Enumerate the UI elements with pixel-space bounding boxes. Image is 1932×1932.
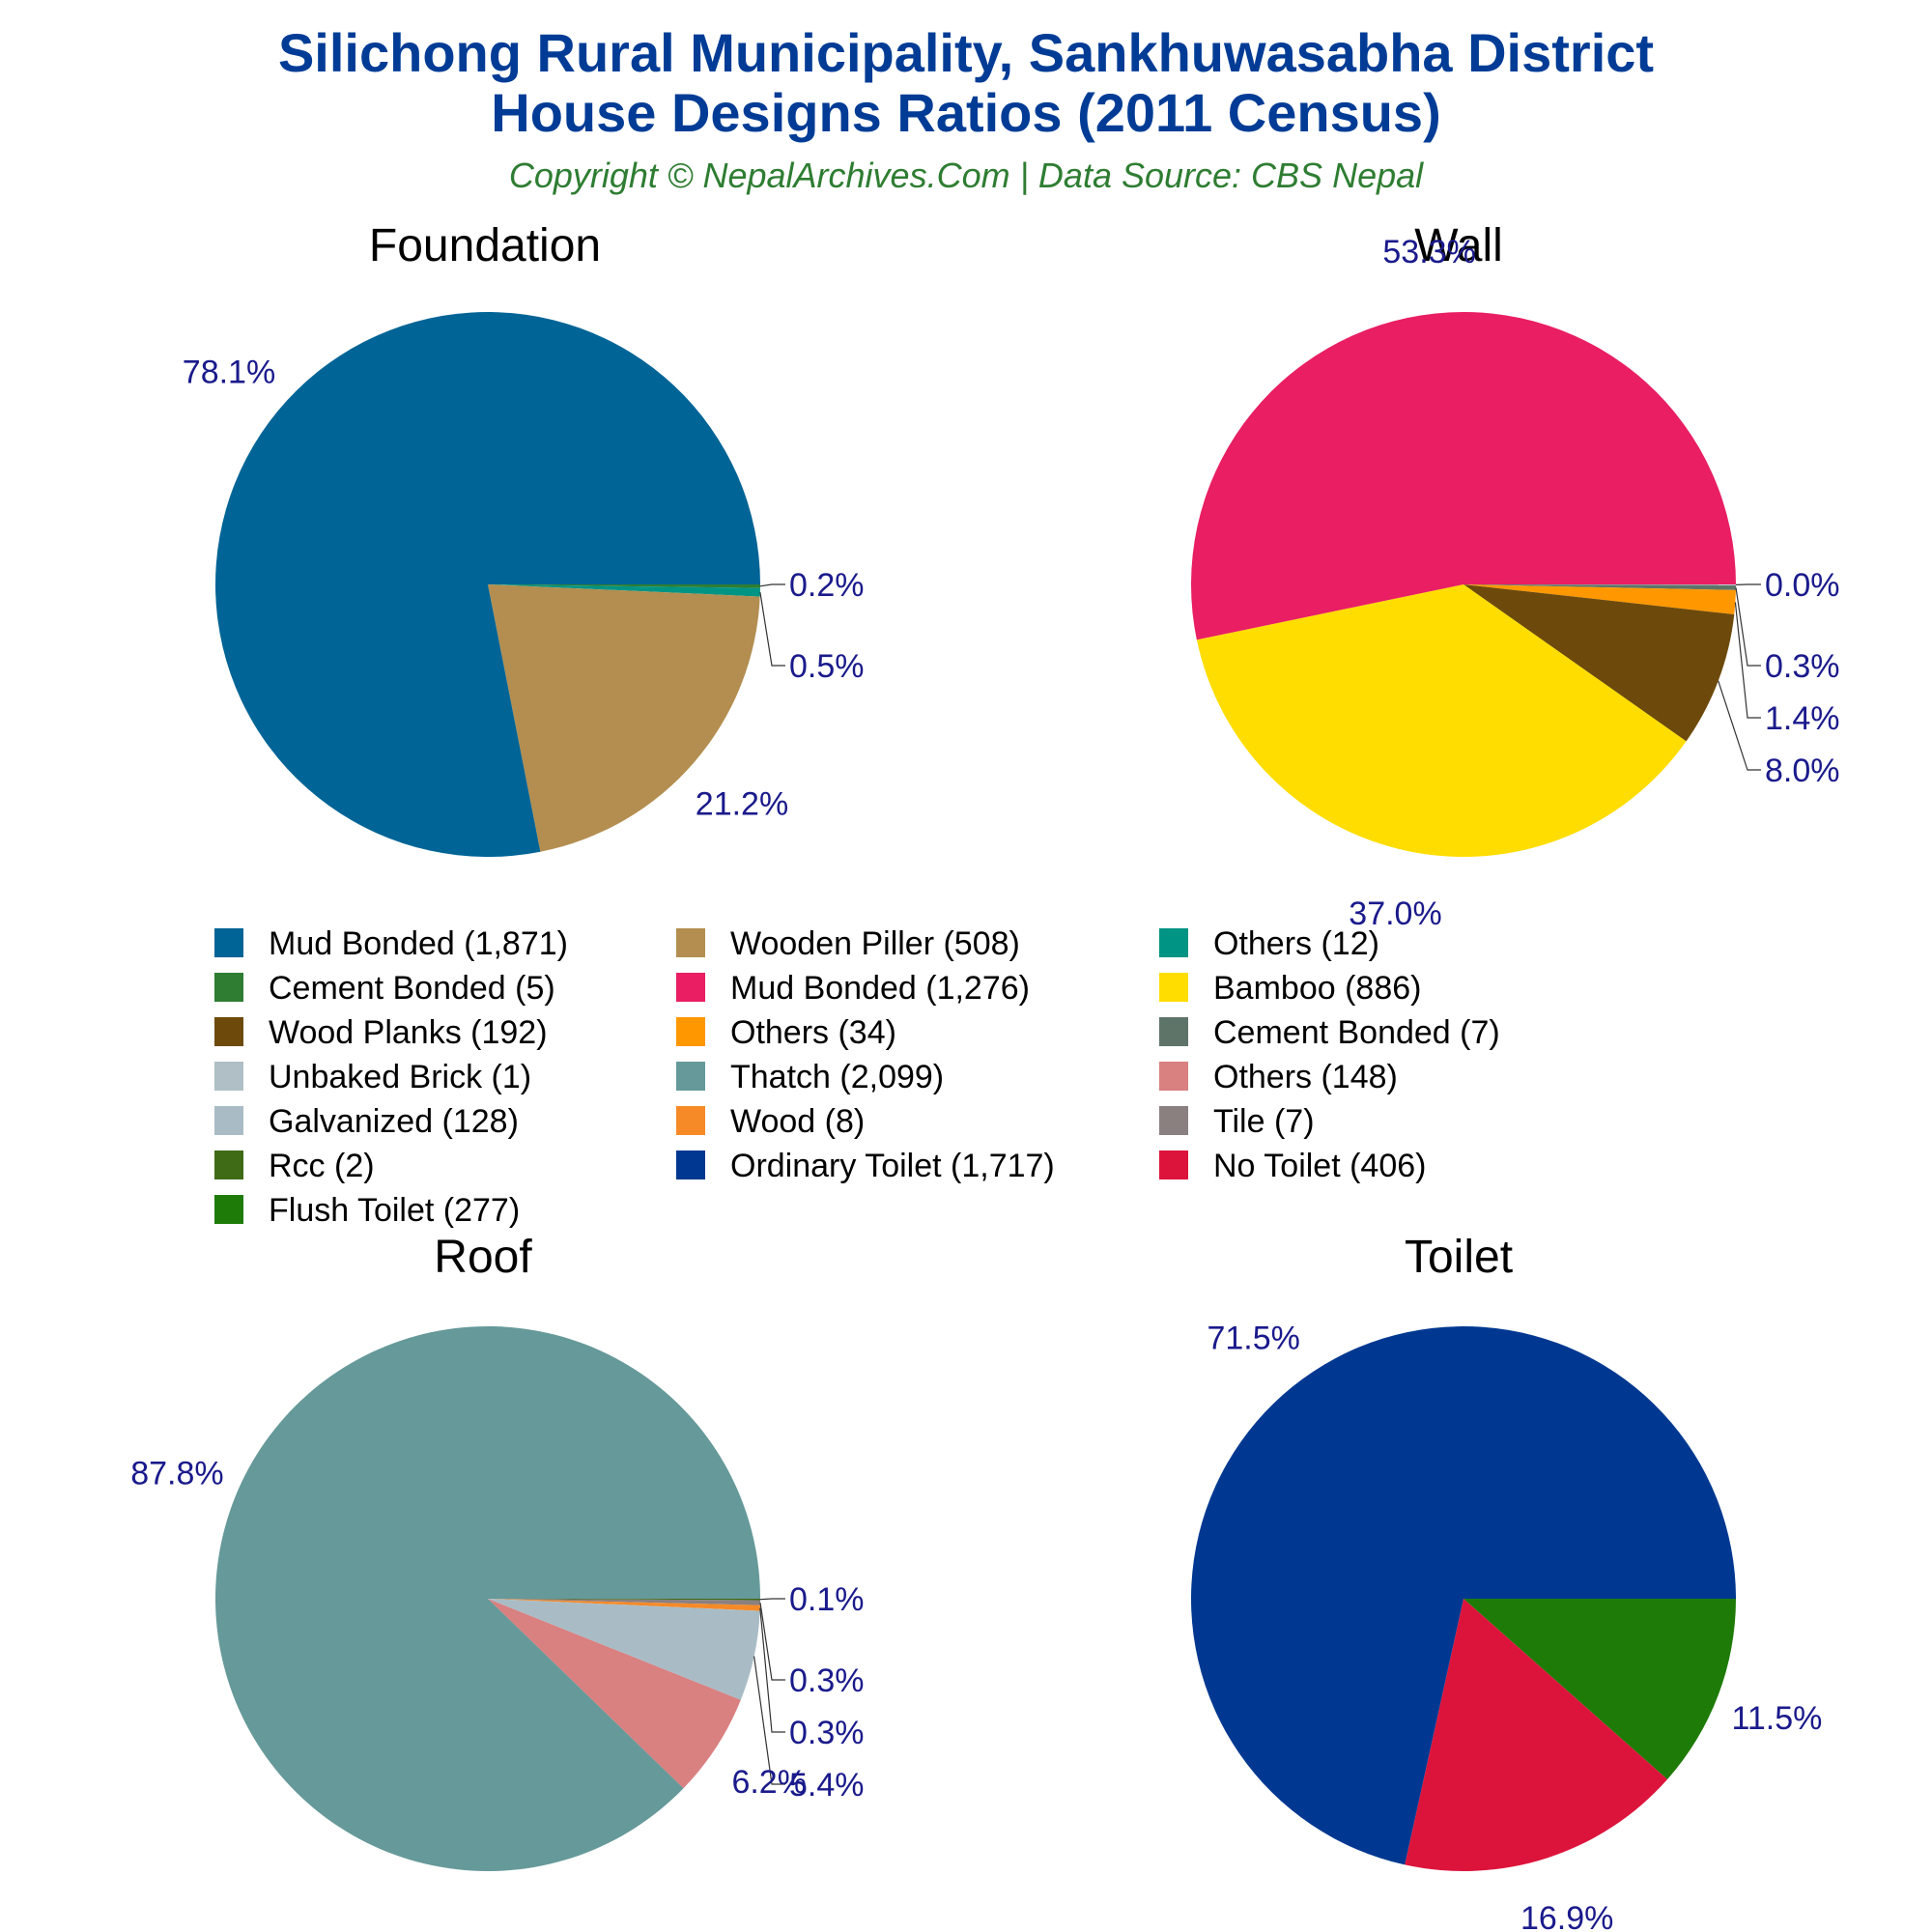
legend-label-others-148: Others (148) — [1213, 1059, 1398, 1095]
pct-label-wall-others: 1.4% — [1765, 700, 1840, 737]
legend-label-wood-8: Wood (8) — [730, 1103, 865, 1140]
legend-label-others-12: Others (12) — [1213, 925, 1379, 962]
legend-label-cement-bonded-7: Cement Bonded (7) — [1213, 1014, 1500, 1051]
slice-toilet-no-toilet — [1405, 1599, 1668, 1872]
legend-label-wood-planks-192: Wood Planks (192) — [269, 1014, 548, 1051]
pie-title-roof: Roof — [434, 1232, 532, 1283]
legend-swatch-unbaked-brick-1 — [214, 1062, 243, 1091]
slice-roof-rcc — [488, 1599, 761, 1601]
legend-swatch-wooden-piller-508 — [676, 928, 705, 957]
slice-roof-wood — [488, 1599, 760, 1611]
leader-line-foundation-others — [759, 592, 785, 667]
figure-title-line1: Silichong Rural Municipality, Sankhuwasa… — [278, 22, 1654, 83]
pct-label-toilet-ordinary-toilet: 71.5% — [1207, 1321, 1299, 1357]
slice-foundation-others — [488, 584, 760, 597]
slice-wall-cement-bonded — [1463, 584, 1736, 590]
leader-line-roof-wood — [759, 1607, 785, 1733]
legend-label-tile-7: Tile (7) — [1213, 1103, 1315, 1140]
pie-roof: Roof 0.1% 0.3% 0.3% 5.4%6.2% 87.8% — [130, 1232, 865, 1872]
legend-label-mud-bonded-1-871: Mud Bonded (1,871) — [269, 925, 568, 962]
legend-swatch-rcc-2 — [214, 1151, 243, 1179]
slice-toilet-ordinary-toilet — [1190, 1326, 1736, 1865]
legend-label-unbaked-brick-1: Unbaked Brick (1) — [269, 1059, 531, 1095]
slice-roof-others — [488, 1599, 741, 1789]
legend-label-no-toilet-406: No Toilet (406) — [1213, 1148, 1427, 1184]
legend-swatch-others-34 — [676, 1017, 705, 1046]
legend-label-mud-bonded-1-276: Mud Bonded (1,276) — [730, 970, 1030, 1007]
slice-foundation-mud-bonded — [214, 312, 760, 858]
pct-label-roof-thatch: 87.8% — [130, 1456, 223, 1492]
pie-title-wall: Wall — [1414, 220, 1503, 271]
legend-label-wooden-piller-508: Wooden Piller (508) — [730, 925, 1020, 962]
legend-label-ordinary-toilet-1-717: Ordinary Toilet (1,717) — [730, 1148, 1055, 1184]
leader-line-foundation-cement-bonded — [759, 583, 785, 587]
legend-swatch-cement-bonded-7 — [1159, 1017, 1188, 1046]
slice-wall-unbaked-brick — [1463, 584, 1737, 585]
legend-swatch-flush-toilet-277 — [214, 1195, 243, 1224]
legend-label-others-34: Others (34) — [730, 1014, 896, 1051]
pct-label-roof-tile: 0.3% — [789, 1662, 865, 1699]
pct-label-wall-unbaked-brick: 0.0% — [1765, 567, 1840, 604]
legend-swatch-wood-planks-192 — [214, 1017, 243, 1046]
pct-label-toilet-no-toilet: 16.9% — [1520, 1900, 1613, 1932]
slice-foundation-wooden-piller — [488, 584, 760, 852]
legend-label-rcc-2: Rcc (2) — [269, 1148, 375, 1184]
legend-swatch-ordinary-toilet-1-717 — [676, 1151, 705, 1179]
leader-line-wall-wood-planks — [1718, 680, 1761, 771]
pie-wall: Wall 0.0% 0.3% 1.4% 8.0% 37.0% 53.3% — [1191, 220, 1840, 932]
legend-swatch-thatch-2-099 — [676, 1062, 705, 1091]
legend-swatch-others-12 — [1159, 928, 1188, 957]
leader-line-wall-cement-bonded — [1735, 587, 1761, 667]
slice-foundation-cement-bonded — [488, 584, 761, 588]
legend-swatch-galvanized-128 — [214, 1106, 243, 1135]
leader-line-roof-tile — [759, 1603, 785, 1681]
slice-wall-others — [1463, 584, 1736, 614]
legend-swatch-cement-bonded-5 — [214, 973, 243, 1002]
legend-label-flush-toilet-277: Flush Toilet (277) — [269, 1192, 520, 1229]
legend-label-thatch-2-099: Thatch (2,099) — [730, 1059, 944, 1095]
pct-label-wall-cement-bonded: 0.3% — [1765, 648, 1840, 685]
legend-label-galvanized-128: Galvanized (128) — [269, 1103, 519, 1140]
legend-swatch-tile-7 — [1159, 1106, 1188, 1135]
slice-wall-wood-planks — [1463, 584, 1735, 742]
leader-line-roof-galvanized — [753, 1656, 785, 1785]
legend-swatch-bamboo-886 — [1159, 973, 1188, 1002]
legend-label-bamboo-886: Bamboo (886) — [1213, 970, 1421, 1007]
slice-roof-thatch — [214, 1326, 761, 1872]
slice-roof-tile — [488, 1599, 760, 1605]
legend-swatch-mud-bonded-1-871 — [214, 928, 243, 957]
legend-swatch-no-toilet-406 — [1159, 1151, 1188, 1179]
pct-label-foundation-cement-bonded: 0.2% — [789, 567, 865, 604]
slice-wall-bamboo — [1196, 584, 1687, 857]
slice-wall-mud-bonded — [1191, 311, 1736, 640]
figure-subtitle: Copyright © NepalArchives.Com | Data Sou… — [509, 156, 1424, 195]
pct-label-roof-rcc: 0.1% — [789, 1581, 865, 1618]
slice-roof-galvanized — [488, 1599, 760, 1700]
pct-label-roof-others: 6.2% — [731, 1764, 807, 1801]
pct-label-roof-wood: 0.3% — [789, 1715, 865, 1751]
pie-title-toilet: Toilet — [1405, 1232, 1513, 1283]
legend-swatch-others-148 — [1159, 1062, 1188, 1091]
pct-label-foundation-others: 0.5% — [789, 648, 865, 685]
figure-title-line2: House Designs Ratios (2011 Census) — [491, 82, 1440, 143]
pie-foundation: Foundation 0.2% 0.5% 21.2% 78.1% — [183, 220, 865, 858]
pct-label-wall-wood-planks: 8.0% — [1765, 753, 1840, 789]
pct-label-foundation-wooden-piller: 21.2% — [696, 785, 788, 822]
slice-toilet-flush-toilet — [1463, 1599, 1736, 1780]
pct-label-toilet-flush-toilet: 11.5% — [1731, 1700, 1822, 1737]
pie-title-foundation: Foundation — [369, 220, 601, 271]
legend: Mud Bonded (1,871) Wooden Piller (508) Oth… — [214, 925, 1500, 1229]
pct-label-wall-bamboo: 37.0% — [1349, 895, 1441, 932]
legend-label-cement-bonded-5: Cement Bonded (5) — [269, 970, 555, 1007]
pct-label-roof-galvanized: 5.4% — [789, 1767, 865, 1804]
pie-toilet: Toilet 11.5% 16.9% 71.5% — [1190, 1232, 1822, 1932]
legend-swatch-mud-bonded-1-276 — [676, 973, 705, 1002]
pct-label-foundation-mud-bonded: 78.1% — [183, 355, 275, 391]
legend-swatch-wood-8 — [676, 1106, 705, 1135]
leader-line-roof-rcc — [759, 1598, 785, 1601]
leader-line-wall-others — [1734, 602, 1761, 719]
pct-label-wall-mud-bonded: 53.3% — [1382, 234, 1475, 270]
